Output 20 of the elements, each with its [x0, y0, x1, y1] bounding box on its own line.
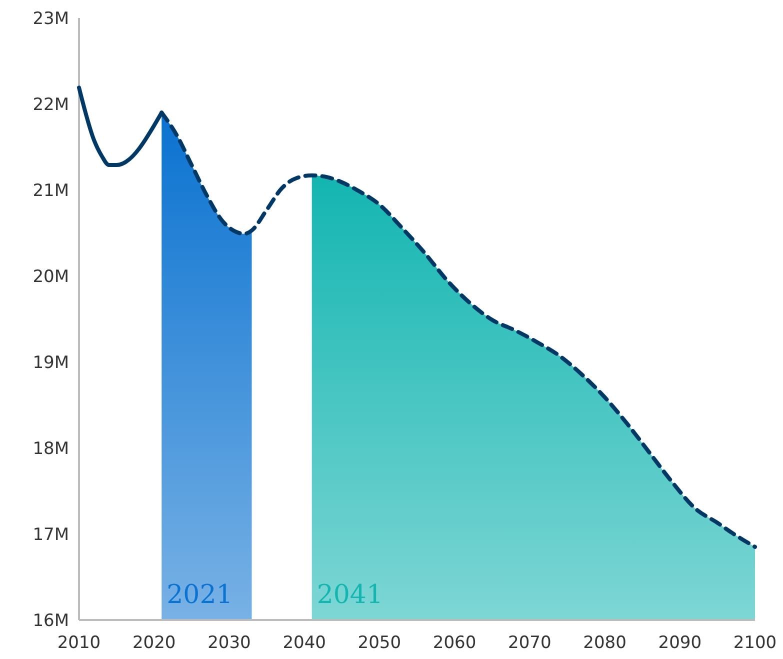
y-tick-label: 23M [32, 8, 69, 29]
annotation: 2041 [316, 580, 384, 610]
y-tick-label: 18M [32, 438, 69, 459]
y-tick-label: 16M [32, 610, 69, 631]
annotation: 2021 [166, 580, 233, 610]
x-tick-label: 2030 [208, 633, 251, 653]
x-tick-label: 2010 [57, 633, 101, 653]
x-tick-label: 2070 [508, 633, 552, 653]
x-tick-label: 2060 [432, 633, 476, 653]
y-tick-label: 22M [32, 94, 69, 115]
x-tick-label: 2100 [733, 633, 777, 653]
x-tick-label: 2020 [132, 633, 176, 653]
x-tick-label: 2050 [358, 633, 402, 653]
x-tick-label: 2090 [658, 633, 702, 653]
y-tick-label: 19M [32, 352, 69, 373]
y-tick-label: 20M [32, 266, 69, 287]
y-tick-label: 21M [32, 180, 69, 201]
x-tick-label: 2080 [583, 633, 626, 653]
y-tick-label: 17M [32, 524, 69, 545]
x-tick-label: 2040 [282, 633, 326, 653]
